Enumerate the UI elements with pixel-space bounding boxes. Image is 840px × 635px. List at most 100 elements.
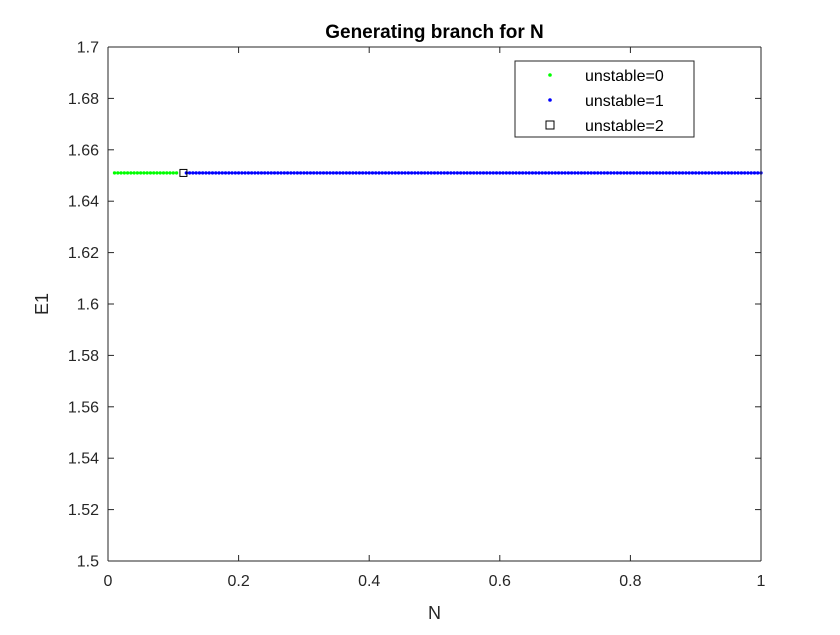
data-point [236, 171, 241, 175]
data-point [576, 171, 580, 175]
data-point [514, 171, 518, 175]
data-point [308, 171, 313, 175]
data-point [377, 171, 381, 175]
data-point [426, 171, 430, 175]
legend-box [514, 60, 695, 138]
data-point [419, 171, 424, 175]
legend-marker-square [545, 120, 555, 130]
x-tick-label: 1 [757, 573, 766, 590]
data-point [214, 171, 218, 175]
data-point [210, 171, 215, 175]
data-point [556, 171, 561, 175]
data-point [625, 171, 629, 175]
data-point [707, 171, 711, 175]
data-point [452, 171, 456, 175]
data-point [628, 171, 633, 175]
data-point [240, 171, 244, 175]
data-point [690, 171, 695, 175]
x-tick-label: 0 [104, 573, 113, 590]
data-point [227, 171, 231, 175]
data-point [230, 171, 234, 175]
data-point [184, 171, 189, 175]
data-point [481, 171, 486, 175]
data-point [602, 171, 606, 175]
data-point [641, 171, 646, 175]
data-point [380, 171, 384, 175]
data-point [165, 171, 169, 175]
data-point [517, 171, 522, 175]
data-point [648, 171, 652, 175]
data-point [726, 171, 731, 175]
data-point [429, 171, 433, 175]
y-tick-label: 1.64 [68, 194, 99, 211]
data-point [700, 171, 704, 175]
data-point [455, 171, 460, 175]
y-tick-label: 1.6 [77, 297, 99, 314]
data-point [520, 171, 525, 175]
data-point [191, 171, 195, 175]
data-point [465, 171, 469, 175]
data-point [298, 171, 303, 175]
data-point [654, 171, 659, 175]
data-point [360, 171, 365, 175]
data-point [622, 171, 626, 175]
data-point [752, 171, 757, 175]
data-point [285, 171, 290, 175]
data-point [155, 171, 159, 175]
legend-entries: unstable=0 unstable=1 unstable=2 [545, 68, 664, 135]
data-point [563, 171, 567, 175]
x-tick-label: 0.8 [619, 573, 641, 590]
data-point [573, 171, 577, 175]
data-point [148, 171, 153, 175]
y-tick-label: 1.7 [77, 40, 99, 57]
data-point [357, 171, 362, 175]
y-tick-label: 1.66 [68, 142, 99, 159]
legend-label: unstable=0 [585, 68, 664, 85]
x-axis-label: N [428, 603, 441, 623]
data-point [233, 171, 238, 175]
data-point [436, 171, 440, 175]
data-point [697, 171, 701, 175]
data-point [723, 171, 727, 175]
data-point [187, 171, 192, 175]
data-point [119, 171, 123, 175]
data-point [579, 171, 584, 175]
data-point [703, 171, 708, 175]
data-point [145, 171, 149, 175]
data-point [569, 171, 574, 175]
data-point [416, 171, 420, 175]
data-point [263, 171, 267, 175]
data-point [540, 171, 544, 175]
data-point [458, 171, 463, 175]
data-point [710, 171, 714, 175]
data-point [292, 171, 296, 175]
data-point [491, 171, 495, 175]
data-point [537, 171, 541, 175]
data-point [596, 171, 600, 175]
data-point [746, 171, 750, 175]
data-point [488, 171, 492, 175]
data-point [354, 171, 358, 175]
data-point [112, 171, 117, 175]
legend-label: unstable=1 [585, 93, 664, 110]
data-point [756, 171, 760, 175]
y-tick-label: 1.52 [68, 502, 99, 519]
data-point [204, 171, 208, 175]
y-axis-label: E1 [32, 293, 52, 315]
y-tick-label: 1.62 [68, 245, 99, 262]
data-point [694, 171, 698, 175]
data-point [328, 171, 332, 175]
data-point [485, 171, 489, 175]
data-point [739, 171, 744, 175]
data-point [547, 171, 551, 175]
data-point [259, 171, 264, 175]
data-point [400, 171, 404, 175]
data-point [125, 171, 130, 175]
data-point [543, 171, 548, 175]
data-point [256, 171, 260, 175]
data-point [135, 171, 140, 175]
data-point [550, 171, 554, 175]
data-point [713, 171, 717, 175]
data-point [566, 171, 571, 175]
